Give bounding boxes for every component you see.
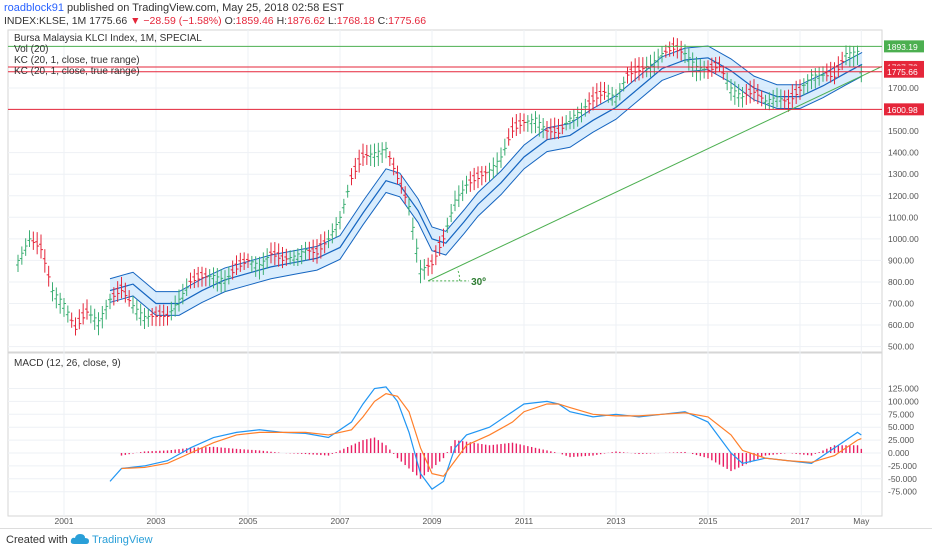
- price-tick-label: 800.00: [888, 277, 914, 287]
- price-tick-label: 500.00: [888, 342, 914, 352]
- publish-text: published on TradingView.com, May 25, 20…: [67, 2, 344, 14]
- created-with: Created with: [6, 534, 68, 546]
- publish-info: roadblock91 published on TradingView.com…: [4, 2, 344, 14]
- price-tick-label: 1100.00: [888, 212, 918, 222]
- change-value: −28.59 (−1.58%): [143, 15, 222, 27]
- price-tick-label: 1400.00: [888, 148, 919, 158]
- x-tick-label: 2013: [607, 516, 626, 526]
- macd-tick-label: 125.000: [888, 384, 919, 394]
- legend-title: Bursa Malaysia KLCI Index, 1M, SPECIAL: [14, 33, 202, 44]
- price-tick-label: 1000.00: [888, 234, 919, 244]
- close-label: C:: [377, 15, 389, 27]
- price-level-label: 1893.19: [887, 42, 918, 52]
- angle-label: 30º: [471, 277, 486, 288]
- x-tick-label: 2007: [331, 516, 350, 526]
- tradingview-brand[interactable]: TradingView: [92, 534, 153, 546]
- macd-tick-label: -50.000: [888, 474, 917, 484]
- price-tick-label: 1500.00: [888, 126, 919, 136]
- close-value: 1775.66: [388, 15, 427, 27]
- signal-line: [121, 393, 862, 477]
- x-tick-label: 2015: [699, 516, 718, 526]
- legend-kc1: KC (20, 1, close, true range): [14, 55, 140, 66]
- symbol-info: INDEX:KLSE, 1M 1775.66 ▼ −28.59 (−1.58%)…: [4, 15, 426, 27]
- macd-line: [109, 386, 862, 490]
- price-tick-label: 600.00: [888, 320, 914, 330]
- keltner-middle: [109, 57, 863, 305]
- low-value: 1768.18: [336, 15, 375, 27]
- trend-line: [427, 65, 883, 282]
- footer: Created with TradingView: [0, 528, 932, 551]
- open-value: 1859.46: [235, 15, 274, 27]
- tradingview-cloud-icon: [70, 534, 89, 544]
- x-tick-label: 2017: [791, 516, 810, 526]
- legend-macd: MACD (12, 26, close, 9): [14, 358, 121, 369]
- macd-tick-label: 100.000: [888, 396, 919, 406]
- price-level-box: [884, 65, 924, 78]
- macd-tick-label: 75.000: [888, 409, 914, 419]
- price-tick-label: 900.00: [888, 255, 914, 265]
- author-link[interactable]: roadblock91: [4, 2, 64, 14]
- x-tick-label: 2001: [55, 516, 74, 526]
- high-value: 1876.62: [287, 15, 326, 27]
- x-tick-label: May: [853, 516, 870, 526]
- macd-tick-label: 25.000: [888, 435, 914, 445]
- macd-tick-label: -75.000: [888, 487, 917, 497]
- price-level-box: [884, 40, 924, 53]
- price-level-box: [884, 103, 924, 116]
- price-level-label: 1600.98: [887, 105, 918, 115]
- x-tick-label: 2003: [147, 516, 166, 526]
- price-tick-label: 700.00: [888, 299, 914, 309]
- open-label: O:: [224, 15, 236, 27]
- macd-pane: [7, 352, 883, 517]
- x-tick-label: 2011: [515, 516, 534, 526]
- symbol-label: INDEX:KLSE, 1M: [4, 15, 87, 27]
- angle-arc: [456, 268, 461, 281]
- price-tick-label: 1300.00: [888, 169, 919, 179]
- macd-tick-label: 0.000: [888, 448, 910, 458]
- high-label: H:: [276, 15, 288, 27]
- legend-kc2: KC (20, 1, close, true range): [14, 66, 140, 77]
- down-arrow-icon: ▼: [130, 15, 141, 27]
- price-tick-label: 1700.00: [888, 83, 919, 93]
- macd-tick-label: 50.000: [888, 422, 914, 432]
- price-tick-label: 1200.00: [888, 191, 919, 201]
- price-level-label: 1775.66: [887, 67, 918, 77]
- last-price: 1775.66: [89, 15, 128, 27]
- x-tick-label: 2009: [423, 516, 442, 526]
- x-tick-label: 2005: [239, 516, 258, 526]
- macd-tick-label: -25.000: [888, 461, 917, 471]
- legend-vol: Vol (20): [14, 44, 49, 55]
- low-label: L:: [327, 15, 337, 27]
